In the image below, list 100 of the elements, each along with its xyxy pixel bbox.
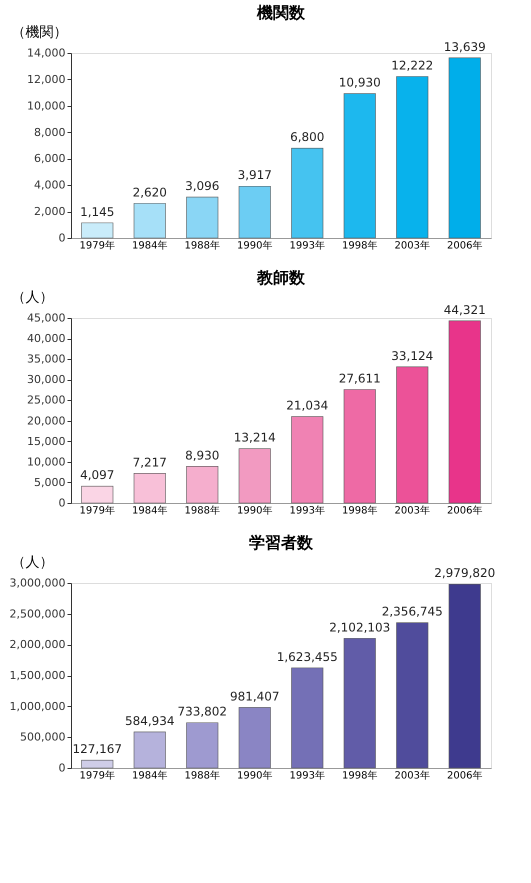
y-tick-label: 0 bbox=[58, 762, 66, 774]
x-tick-label: 1993年 bbox=[290, 240, 325, 252]
bar bbox=[186, 196, 218, 238]
y-tick-label: 2,000 bbox=[34, 205, 66, 218]
bar bbox=[396, 76, 428, 238]
bar bbox=[344, 389, 376, 504]
x-tick-label: 1984年 bbox=[132, 504, 168, 516]
bar bbox=[448, 320, 481, 504]
data-label: 44,321 bbox=[444, 302, 486, 317]
x-tick-label: 1979年 bbox=[80, 504, 115, 516]
y-tick-label: 6,000 bbox=[34, 152, 66, 166]
data-label: 584,934 bbox=[124, 714, 175, 728]
data-label: 3,917 bbox=[238, 168, 272, 182]
bar bbox=[81, 486, 114, 504]
y-axis-title: （人） bbox=[12, 554, 54, 570]
data-label: 10,930 bbox=[338, 76, 381, 90]
data-label: 12,222 bbox=[391, 58, 434, 72]
bar bbox=[396, 622, 428, 768]
x-tick-label: 1998年 bbox=[342, 504, 378, 516]
data-label: 2,620 bbox=[132, 185, 167, 200]
data-label: 2,979,820 bbox=[434, 566, 496, 580]
data-label: 1,623,455 bbox=[276, 650, 338, 664]
bar bbox=[344, 638, 376, 768]
x-tick-label: 1990年 bbox=[237, 770, 272, 782]
y-tick-label: 1,000,000 bbox=[10, 700, 66, 713]
x-tick-label: 1984年 bbox=[132, 240, 168, 252]
data-label: 3,096 bbox=[185, 179, 220, 194]
bar bbox=[81, 760, 114, 768]
y-tick-label: 30,000 bbox=[27, 373, 66, 386]
y-tick-label: 20,000 bbox=[27, 414, 66, 428]
chart-title: 学習者数 bbox=[249, 533, 314, 552]
y-tick-label: 12,000 bbox=[27, 72, 66, 86]
data-label: 13,214 bbox=[234, 430, 276, 445]
x-tick-label: 2003年 bbox=[394, 240, 430, 252]
y-axis-title: （人） bbox=[12, 290, 54, 306]
y-tick-label: 45,000 bbox=[27, 312, 66, 324]
x-tick-label: 2003年 bbox=[394, 770, 430, 782]
y-tick-label: 10,000 bbox=[27, 455, 66, 468]
bar bbox=[81, 222, 114, 238]
bar bbox=[186, 722, 218, 768]
bar bbox=[291, 416, 324, 504]
y-tick-label: 25,000 bbox=[27, 394, 66, 407]
bar bbox=[396, 366, 428, 504]
bar bbox=[238, 186, 271, 238]
x-tick-label: 1993年 bbox=[290, 770, 325, 782]
data-label: 27,611 bbox=[338, 371, 381, 386]
bar bbox=[291, 668, 324, 768]
x-tick-label: 1984年 bbox=[132, 770, 168, 782]
data-label: 2,356,745 bbox=[382, 604, 443, 619]
x-tick-label: 2006年 bbox=[447, 770, 482, 782]
y-tick-label: 4,000 bbox=[34, 178, 66, 192]
y-tick-label: 35,000 bbox=[27, 352, 66, 366]
y-tick-label: 3,000,000 bbox=[10, 576, 66, 590]
data-label: 4,097 bbox=[80, 468, 114, 482]
y-tick-label: 8,000 bbox=[34, 126, 66, 139]
data-label: 33,124 bbox=[391, 348, 434, 363]
y-tick-label: 14,000 bbox=[27, 46, 66, 60]
data-label: 13,639 bbox=[444, 40, 486, 54]
y-tick-label: 5,000 bbox=[34, 476, 66, 489]
chart-title: 教師数 bbox=[256, 268, 306, 287]
y-tick-label: 0 bbox=[58, 496, 66, 510]
y-tick-label: 1,500,000 bbox=[10, 669, 66, 682]
x-tick-label: 1990年 bbox=[237, 240, 272, 252]
bar bbox=[238, 707, 271, 768]
bar bbox=[238, 448, 271, 504]
x-tick-label: 1990年 bbox=[237, 504, 272, 516]
x-tick-label: 1998年 bbox=[342, 770, 378, 782]
data-label: 733,802 bbox=[177, 704, 228, 719]
bar bbox=[186, 466, 218, 504]
x-tick-label: 1988年 bbox=[184, 240, 220, 252]
x-tick-label: 2006年 bbox=[447, 504, 482, 516]
y-tick-label: 500,000 bbox=[20, 730, 66, 744]
x-tick-label: 1988年 bbox=[184, 770, 220, 782]
x-tick-label: 1979年 bbox=[80, 770, 115, 782]
y-tick-label: 40,000 bbox=[27, 332, 66, 346]
y-axis-title: （機関） bbox=[12, 24, 68, 40]
y-tick-label: 15,000 bbox=[27, 434, 66, 448]
bar bbox=[134, 732, 166, 768]
data-label: 2,102,103 bbox=[329, 620, 390, 634]
bar bbox=[344, 93, 376, 238]
x-tick-label: 1979年 bbox=[80, 240, 115, 252]
data-label: 1,145 bbox=[80, 204, 114, 219]
y-tick-label: 10,000 bbox=[27, 99, 66, 112]
data-label: 7,217 bbox=[132, 455, 167, 470]
y-tick-label: 2,000,000 bbox=[10, 638, 66, 652]
data-label: 127,167 bbox=[72, 742, 122, 756]
chart-title: 機関数 bbox=[256, 3, 306, 22]
x-tick-label: 2006年 bbox=[447, 240, 482, 252]
x-tick-label: 2003年 bbox=[394, 504, 430, 516]
x-tick-label: 1988年 bbox=[184, 504, 220, 516]
y-tick-label: 2,500,000 bbox=[10, 607, 66, 620]
x-tick-label: 1993年 bbox=[290, 504, 325, 516]
bar bbox=[291, 148, 324, 238]
y-tick-label: 0 bbox=[58, 232, 66, 244]
data-label: 8,930 bbox=[185, 448, 220, 462]
x-tick-label: 1998年 bbox=[342, 240, 378, 252]
bar bbox=[134, 473, 166, 504]
data-label: 981,407 bbox=[230, 689, 280, 704]
data-label: 21,034 bbox=[286, 398, 328, 413]
data-label: 6,800 bbox=[290, 130, 324, 144]
